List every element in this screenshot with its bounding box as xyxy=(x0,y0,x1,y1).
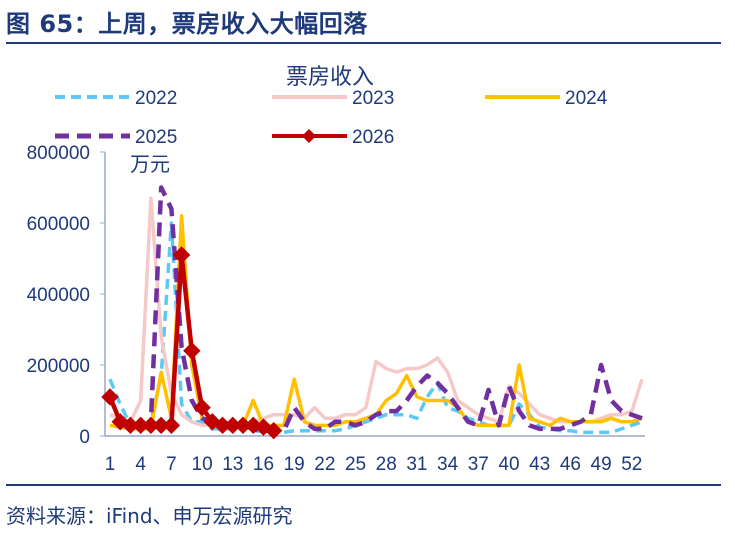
x-tick-label: 28 xyxy=(376,454,397,475)
x-axis-ticks: 1 4 7 10 13 16 19 22 25 28 31 34 37 40 43 46 49 52 xyxy=(105,454,643,475)
legend-2022-label: 2022 xyxy=(135,88,177,109)
y-axis-ticks: 0 200000 400000 600000 800000 xyxy=(27,143,105,448)
y-tick-label: 200000 xyxy=(27,356,90,377)
x-tick-label: 31 xyxy=(406,454,427,475)
box-office-chart: 票房收入 万元 2022 2023 2024 2025 2026 0 200000 4000… xyxy=(27,65,645,475)
series-2026-point xyxy=(193,398,211,417)
x-tick-label: 22 xyxy=(314,454,335,475)
series-2026-point xyxy=(162,416,181,435)
series-2026-point xyxy=(111,413,129,431)
legend-2026-label: 2026 xyxy=(352,127,394,148)
series-2025-line xyxy=(139,185,643,433)
legend-2026-marker xyxy=(302,129,316,143)
source-divider xyxy=(6,484,721,486)
series-2023-line xyxy=(109,196,644,428)
x-tick-label: 19 xyxy=(284,454,305,475)
x-tick-label: 10 xyxy=(192,454,213,475)
x-tick-label: 49 xyxy=(591,454,612,475)
x-tick-label: 16 xyxy=(253,454,274,475)
series-2026-point xyxy=(264,421,283,440)
x-tick-label: 1 xyxy=(105,454,116,475)
chart-title: 票房收入 xyxy=(286,65,374,90)
y-axis-unit-label: 万元 xyxy=(130,152,170,176)
y-tick-label: 800000 xyxy=(27,143,90,164)
series-layer xyxy=(101,185,644,440)
x-tick-label: 4 xyxy=(135,454,146,475)
y-tick-label: 400000 xyxy=(27,285,90,306)
x-tick-label: 46 xyxy=(560,454,581,475)
legend-2024-label: 2024 xyxy=(565,88,608,109)
x-tick-label: 13 xyxy=(222,454,243,475)
x-tick-label: 52 xyxy=(621,454,642,475)
x-tick-label: 40 xyxy=(498,454,519,475)
series-2026-point xyxy=(101,388,119,406)
source-note: 资料来源：iFind、申万宏源研究 xyxy=(6,504,293,528)
x-tick-label: 37 xyxy=(468,454,489,475)
x-tick-label: 25 xyxy=(345,454,366,475)
legend-2025-label: 2025 xyxy=(135,127,177,148)
x-tick-label: 7 xyxy=(166,454,177,475)
x-tick-label: 34 xyxy=(437,454,459,475)
legend-2023-label: 2023 xyxy=(352,88,394,109)
title-divider xyxy=(6,42,721,44)
y-tick-label: 0 xyxy=(79,427,90,448)
figure-title: 图 65：上周，票房收入大幅回落 xyxy=(6,10,368,38)
y-tick-label: 600000 xyxy=(27,214,90,235)
series-2026-point xyxy=(183,342,201,360)
legend: 2022 2023 2024 2025 2026 xyxy=(55,88,608,148)
series-2026-point xyxy=(172,246,191,264)
x-tick-label: 43 xyxy=(529,454,550,475)
